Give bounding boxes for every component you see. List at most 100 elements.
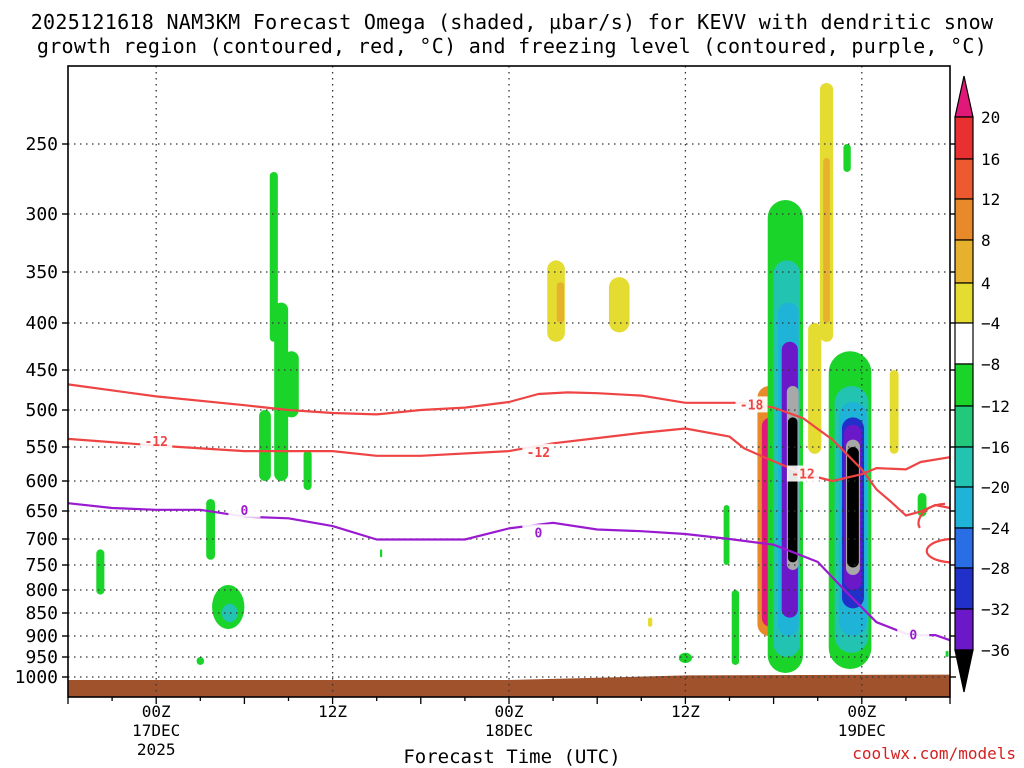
colorbar-bin-3: [954, 239, 974, 284]
contour-freezing_0: [67, 502, 951, 642]
omega-green-col-a2: [274, 302, 289, 481]
colorbar-label-3: 8: [981, 231, 991, 250]
contour-label-0: -12: [144, 435, 167, 450]
colorbar-bin-11: [954, 567, 974, 610]
omega-green-col-c2: [723, 505, 730, 565]
contour-label-6: 0: [909, 629, 917, 644]
contour-label-bg-3: [735, 396, 768, 413]
contour-label-5: 0: [534, 526, 542, 541]
colorbar-bin-5: [954, 322, 974, 365]
colorbar-bin-7: [954, 405, 974, 448]
contour-dgz_-18-loop: [925, 537, 951, 564]
colorbar-bin-9: [954, 486, 974, 529]
contour-label-3: -18: [740, 398, 764, 413]
omega-green-dot-c3: [678, 652, 693, 663]
y-tick-label-800: 800: [25, 580, 58, 601]
omega-gold-col-2: [823, 158, 830, 323]
y-tick-label-550: 550: [25, 437, 58, 458]
omega-yellow-col-3: [889, 370, 899, 454]
contour-label-2: -12: [791, 468, 814, 483]
colorbar-label-2: 12: [981, 190, 1000, 209]
y-tick-label-500: 500: [25, 400, 58, 421]
x-tick-label-42-0: 12Z: [671, 702, 700, 721]
colorbar-label-11: −28: [981, 559, 1010, 578]
chart-title-line2: growth region (contoured, red, °C) and f…: [36, 34, 988, 58]
colorbar-bin-0: [954, 116, 974, 160]
y-tick-label-650: 650: [25, 501, 58, 522]
y-tick-label-350: 350: [25, 262, 58, 283]
colorbar-bin-1: [954, 158, 974, 200]
y-tick-label-750: 750: [25, 555, 58, 576]
colorbar-bin-12: [954, 608, 974, 651]
omega-teal-blob-b3: [221, 603, 238, 623]
colorbar-arrow-bottom: [954, 649, 974, 693]
omega-green-col-a5: [284, 351, 299, 418]
x-tick-label-54-1: 19DEC: [838, 721, 886, 740]
colorbar-bin-4: [954, 282, 974, 324]
x-tick-label-6-0: 00Z: [142, 702, 171, 721]
x-tick-label-6-1: 17DEC: [132, 721, 180, 740]
x-tick-label-30-1: 18DEC: [485, 721, 533, 740]
y-tick-label-700: 700: [25, 529, 58, 550]
contour-label-bg-4: [228, 501, 261, 518]
x-tick-label-30-0: 00Z: [495, 702, 524, 721]
y-tick-label-600: 600: [25, 471, 58, 492]
y-tick-label-950: 950: [25, 647, 58, 668]
y-tick-label-300: 300: [25, 204, 58, 225]
colorbar-bin-10: [954, 527, 974, 569]
colorbar-label-4: 4: [981, 274, 991, 293]
y-tick-label-850: 850: [25, 603, 58, 624]
colorbar-label-1: 16: [981, 150, 1000, 169]
contour-label-bg-2: [787, 465, 819, 482]
colorbar-label-10: −24: [981, 519, 1010, 538]
omega-green-col-b1: [96, 549, 105, 595]
omega-black-core-1: [787, 417, 798, 563]
omega-yellow-bubble-b: [608, 277, 630, 333]
contour-label-1: -12: [527, 446, 550, 461]
chart-title-line1: 2025121618 NAM3KM Forecast Omega (shaded…: [30, 10, 994, 34]
contour-label-bg-6: [897, 626, 930, 643]
colorbar-bin-2: [954, 198, 974, 241]
contour-dgz_-18: [67, 383, 951, 517]
omega-yellow-dot-c: [647, 617, 653, 627]
omega-green-col-c1: [731, 590, 740, 665]
y-tick-label-400: 400: [25, 313, 58, 334]
x-tick-label-6-2: 2025: [137, 740, 176, 759]
x-tick-label-18-0: 12Z: [318, 702, 347, 721]
contour-label-bg-0: [140, 433, 173, 450]
colorbar-bin-6: [954, 363, 974, 407]
omega-green-dot-5: [945, 650, 949, 657]
omega-green-dot-b4: [196, 657, 204, 665]
y-tick-label-900: 900: [25, 626, 58, 647]
contour-label-bg-5: [522, 524, 555, 541]
omega-yellow-col-1b: [808, 323, 822, 454]
omega-green-dot-b5: [380, 549, 383, 558]
omega-green-col-a1: [269, 172, 278, 342]
colorbar-label-13: −36: [981, 641, 1010, 660]
contour-dgz_-18-loop2: [917, 502, 946, 529]
colorbar-label-0: 20: [981, 108, 1000, 127]
y-tick-label-1000: 1000: [15, 667, 58, 688]
colorbar-label-8: −16: [981, 438, 1010, 457]
colorbar-label-5: −4: [981, 314, 1000, 333]
contour-label-4: 0: [240, 504, 248, 519]
colorbar-bin-8: [954, 446, 974, 488]
x-tick-label-54-0: 00Z: [847, 702, 876, 721]
colorbar-label-7: −12: [981, 397, 1010, 416]
omega-green-col-a3: [303, 450, 312, 490]
y-tick-label-250: 250: [25, 134, 58, 155]
contour-label-bg-1: [522, 443, 555, 460]
contour-dgz_-12: [67, 427, 951, 483]
surface-terrain: [68, 674, 950, 697]
omega-green-col-a4: [259, 410, 271, 481]
colorbar-label-6: −8: [981, 355, 1000, 374]
colorbar-label-9: −20: [981, 478, 1010, 497]
y-tick-label-450: 450: [25, 360, 58, 381]
credit-link[interactable]: coolwx.com/models: [852, 744, 1016, 763]
colorbar-label-12: −32: [981, 600, 1010, 619]
omega-green-dot-2: [843, 144, 851, 172]
omega-green-col-b2: [206, 499, 215, 560]
colorbar-arrow-top: [954, 75, 974, 118]
x-axis-label: Forecast Time (UTC): [403, 746, 621, 768]
